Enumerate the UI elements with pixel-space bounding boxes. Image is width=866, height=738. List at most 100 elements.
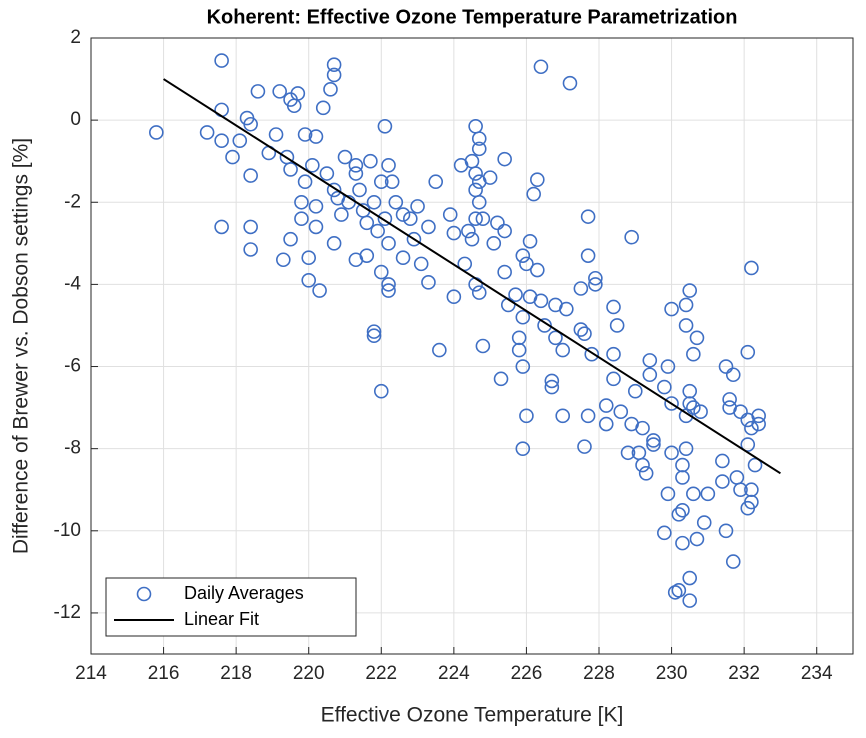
data-point xyxy=(297,174,313,190)
data-point xyxy=(530,262,545,278)
data-point xyxy=(573,322,589,337)
data-point xyxy=(366,324,382,339)
data-point xyxy=(609,318,625,333)
data-point xyxy=(410,199,425,214)
y-tick-label: -10 xyxy=(54,520,81,541)
data-point xyxy=(432,342,447,358)
legend-marker xyxy=(136,586,152,602)
data-point xyxy=(283,162,298,177)
data-point xyxy=(428,174,444,190)
data-point xyxy=(693,404,708,420)
data-point xyxy=(689,330,705,346)
data-point xyxy=(740,500,756,516)
y-tick-label: -2 xyxy=(64,191,81,212)
data-point xyxy=(326,236,342,251)
data-point xyxy=(515,248,531,263)
data-point xyxy=(301,250,317,266)
data-point xyxy=(421,275,436,290)
data-point xyxy=(657,379,672,395)
data-point xyxy=(326,182,342,198)
fit-line xyxy=(163,78,781,475)
data-point xyxy=(337,149,353,165)
data-point xyxy=(384,174,400,190)
data-point xyxy=(446,289,462,305)
data-point xyxy=(511,342,527,358)
data-point xyxy=(682,396,698,411)
data-point xyxy=(678,318,694,333)
x-tick-label: 222 xyxy=(365,663,397,684)
y-tick-label: 2 xyxy=(70,27,81,48)
data-point xyxy=(290,86,306,101)
data-point xyxy=(461,223,476,239)
data-point xyxy=(682,593,698,608)
data-point xyxy=(475,338,491,354)
data-point xyxy=(664,396,679,411)
data-point xyxy=(421,219,436,235)
data-point xyxy=(751,408,766,424)
data-point xyxy=(486,236,502,251)
data-point xyxy=(377,118,393,134)
x-tick-label: 220 xyxy=(293,663,325,684)
data-point xyxy=(696,515,712,530)
data-point xyxy=(381,283,396,298)
data-point xyxy=(751,416,766,432)
legend-label: Linear Fit xyxy=(184,609,259,629)
data-point xyxy=(250,84,266,99)
data-point xyxy=(646,437,661,452)
data-point xyxy=(315,100,331,116)
data-point xyxy=(715,453,730,469)
data-point xyxy=(682,283,698,298)
data-point xyxy=(642,367,658,383)
data-point xyxy=(740,344,756,360)
x-tick-label: 214 xyxy=(75,663,107,684)
data-point xyxy=(348,158,364,173)
data-point xyxy=(733,482,748,498)
data-point xyxy=(348,166,364,181)
data-point xyxy=(613,404,629,420)
data-point xyxy=(660,359,676,374)
data-point xyxy=(370,223,385,239)
data-point xyxy=(580,248,596,263)
data-point xyxy=(627,383,643,399)
data-point xyxy=(559,301,574,317)
data-point xyxy=(747,457,763,473)
data-point xyxy=(598,398,614,413)
data-point xyxy=(588,277,603,292)
data-point xyxy=(308,129,324,144)
data-point xyxy=(562,75,578,91)
data-point xyxy=(675,502,690,518)
plot-frame xyxy=(90,37,854,655)
data-point xyxy=(471,131,487,146)
data-point xyxy=(214,133,229,148)
x-tick-label: 224 xyxy=(438,663,470,684)
data-point xyxy=(555,408,571,424)
data-point xyxy=(573,281,589,296)
data-point xyxy=(671,583,687,598)
data-point xyxy=(635,420,650,436)
data-point xyxy=(682,570,698,586)
data-point xyxy=(700,486,716,502)
data-point xyxy=(381,236,396,251)
data-point xyxy=(646,433,661,448)
data-point xyxy=(323,82,338,97)
data-point xyxy=(406,231,422,247)
y-axis-label: Difference of Brewer vs. Dobson settings… xyxy=(10,138,33,554)
data-point xyxy=(740,437,756,452)
data-point xyxy=(319,166,335,181)
data-point xyxy=(606,371,621,387)
data-point xyxy=(493,371,509,387)
data-point xyxy=(381,277,396,292)
data-point xyxy=(598,416,614,432)
legend: Daily Averages Linear Fit xyxy=(105,577,357,637)
data-point xyxy=(533,59,549,75)
data-point xyxy=(675,470,690,485)
data-point xyxy=(718,523,734,539)
data-point xyxy=(508,287,523,302)
data-point xyxy=(363,153,378,169)
data-point xyxy=(686,346,701,362)
data-point xyxy=(522,233,538,249)
data-point xyxy=(515,309,531,325)
data-point xyxy=(577,439,592,454)
data-point xyxy=(468,211,483,226)
